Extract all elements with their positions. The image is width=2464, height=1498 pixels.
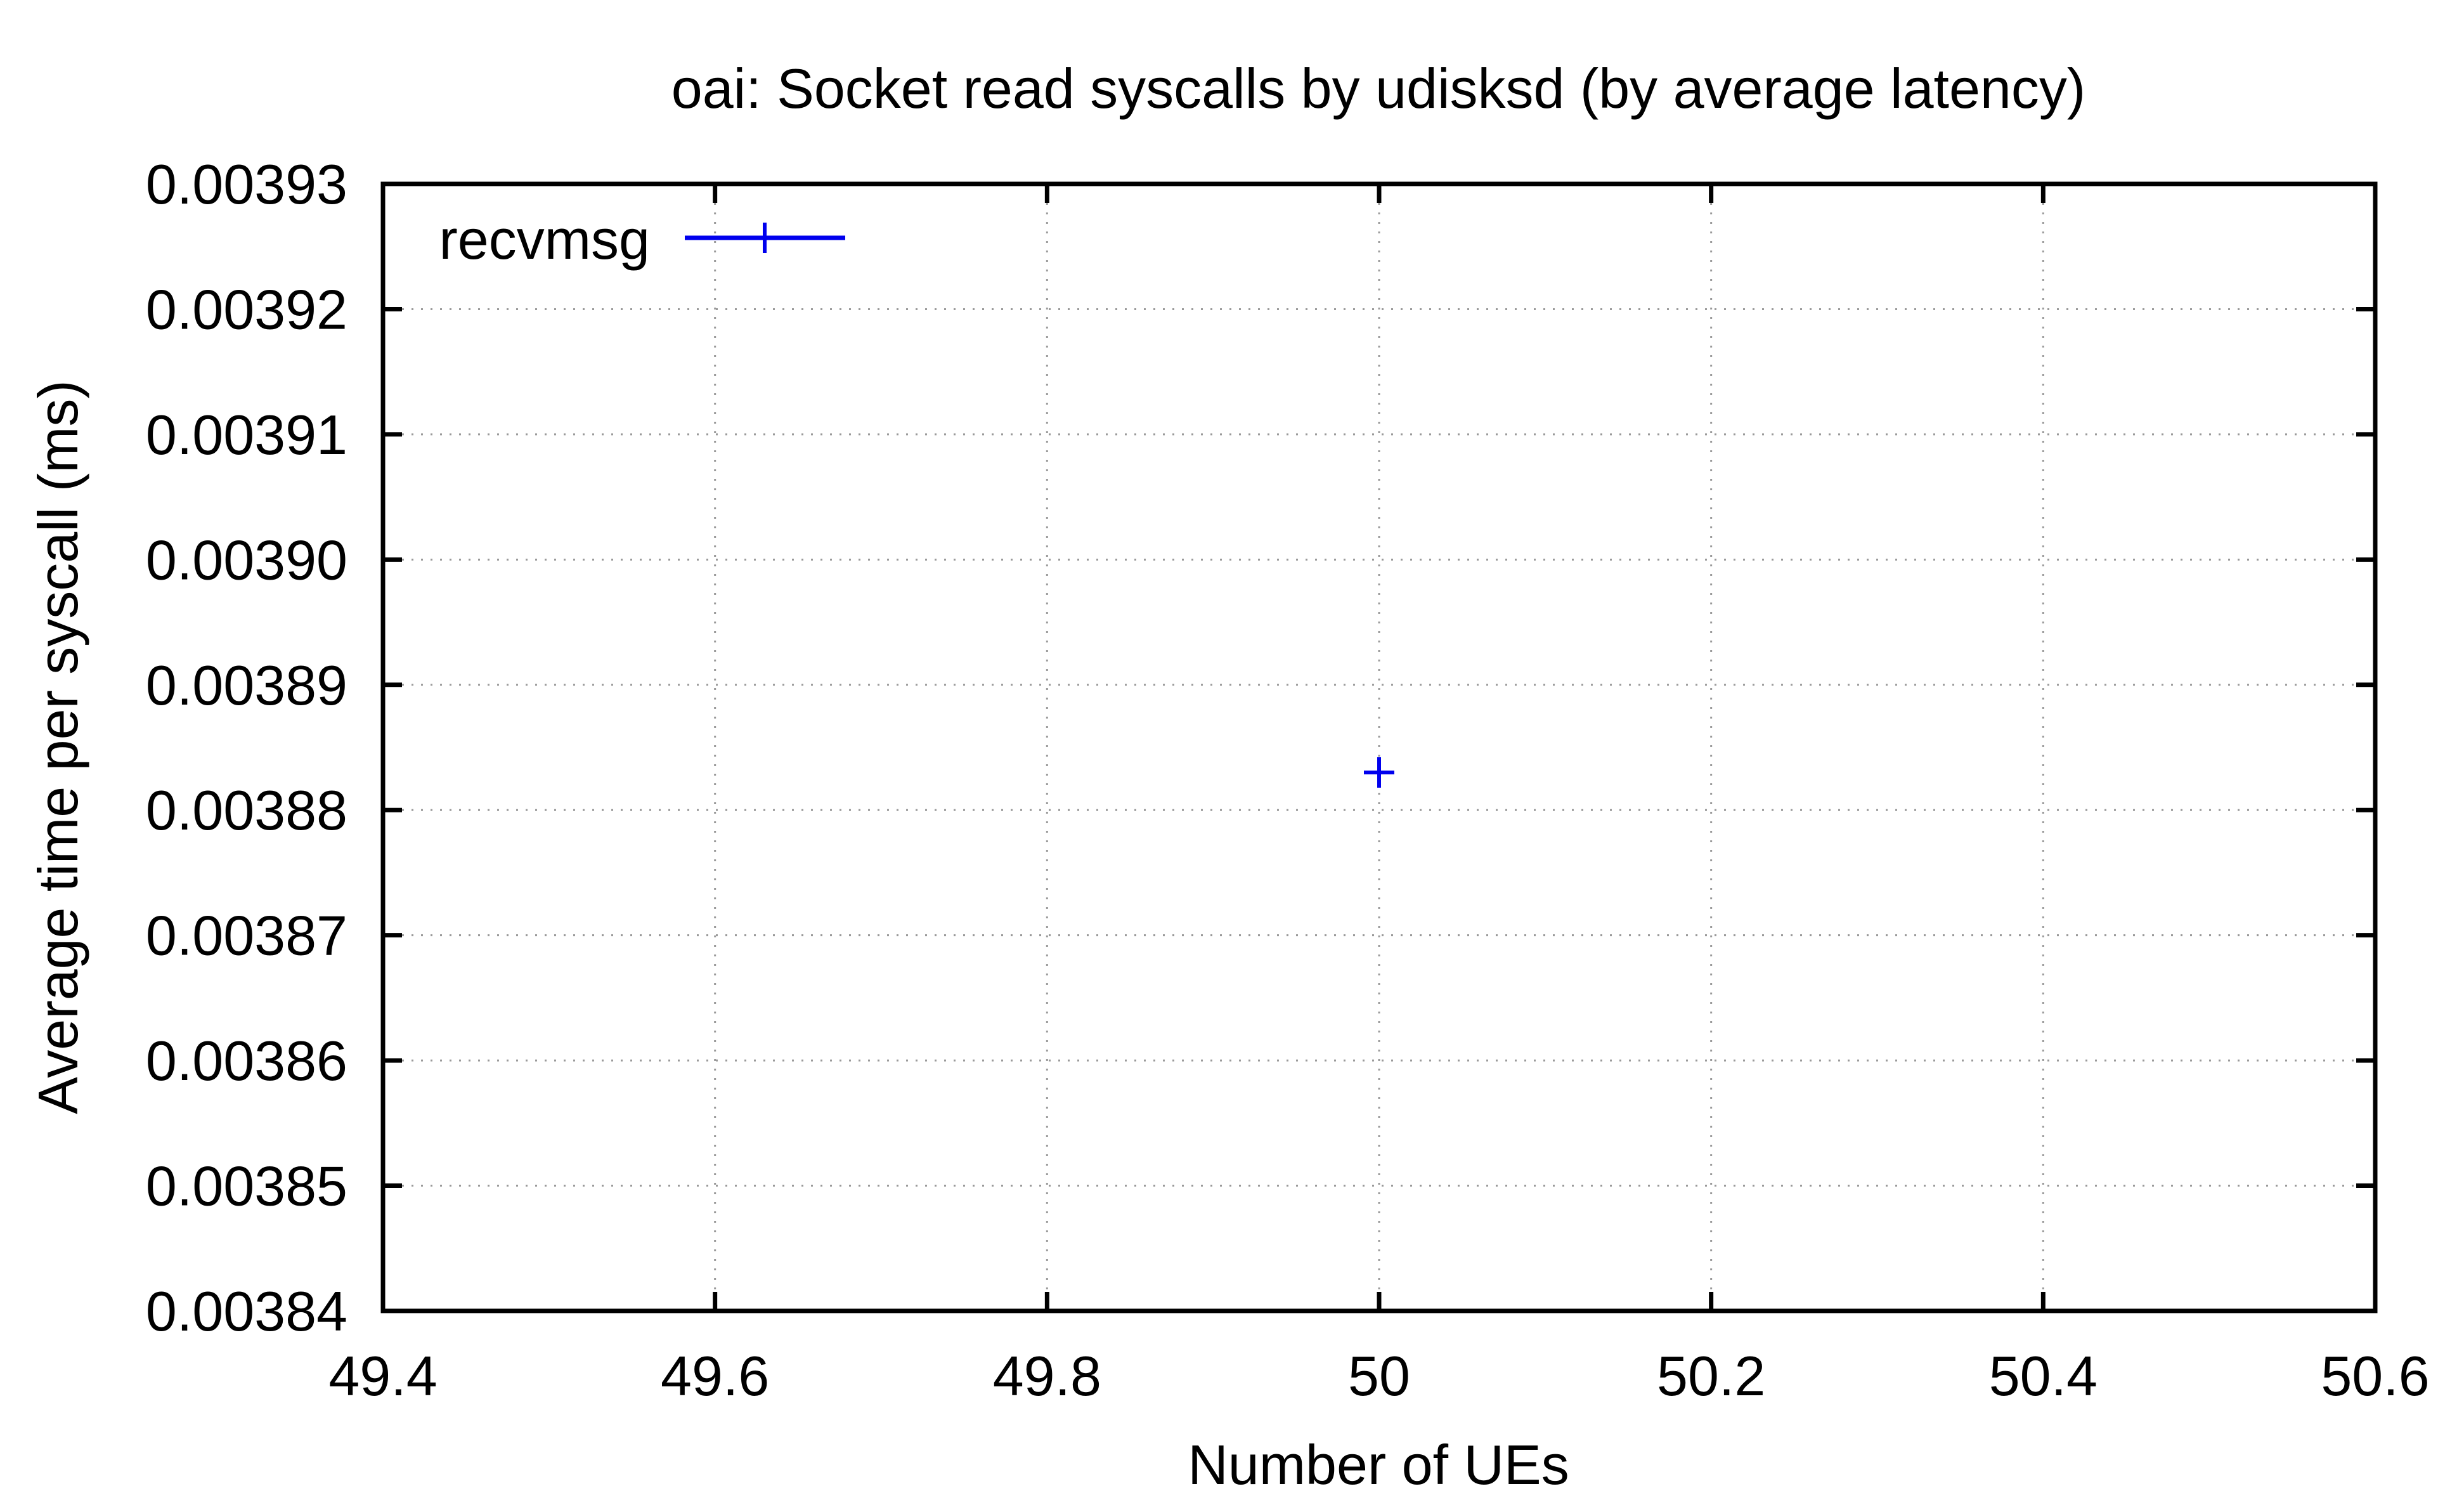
legend-label-recvmsg: recvmsg xyxy=(439,208,651,271)
x-tick-label: 50 xyxy=(1348,1345,1410,1407)
y-tick-label: 0.00387 xyxy=(146,904,347,967)
plot-frame xyxy=(380,181,2378,1313)
legend-marker-recvmsg xyxy=(749,223,780,253)
y-tick-label: 0.00392 xyxy=(146,278,347,341)
x-tick-label: 49.4 xyxy=(328,1345,437,1407)
y-tick-label: 0.00386 xyxy=(146,1029,347,1092)
data-point-recvmsg xyxy=(1364,757,1394,788)
grid-lines xyxy=(383,184,2375,1311)
chart-title: oai: Socket read syscalls by udisksd (by… xyxy=(671,57,2085,120)
x-tick-label: 50.2 xyxy=(1657,1345,1765,1407)
axis-ticks xyxy=(380,181,2378,1313)
legend-plus-marker xyxy=(749,223,780,253)
y-tick-label: 0.00389 xyxy=(146,654,347,717)
x-tick-label: 50.6 xyxy=(2321,1345,2429,1407)
x-tick-label: 49.8 xyxy=(993,1345,1101,1407)
x-axis-label: Number of UEs xyxy=(1188,1433,1569,1496)
y-axis-label: Average time per syscall (ms) xyxy=(27,380,89,1114)
legend: recvmsg xyxy=(439,208,845,271)
data-points xyxy=(1364,757,1394,788)
y-tick-labels: 0.00384 0.00385 0.00386 0.00387 0.00388 0.003… xyxy=(146,153,347,1343)
y-tick-label: 0.00391 xyxy=(146,403,347,466)
y-tick-label: 0.00393 xyxy=(146,153,347,216)
y-tick-label: 0.00384 xyxy=(146,1280,347,1343)
y-tick-label: 0.00388 xyxy=(146,779,347,842)
y-tick-label: 0.00385 xyxy=(146,1155,347,1218)
x-tick-label: 49.6 xyxy=(661,1345,769,1407)
y-tick-label: 0.00390 xyxy=(146,528,347,591)
x-tick-label: 50.4 xyxy=(1989,1345,2098,1407)
x-tick-labels: 49.4 49.6 49.8 50 50.2 50.4 50.6 xyxy=(328,1345,2429,1407)
